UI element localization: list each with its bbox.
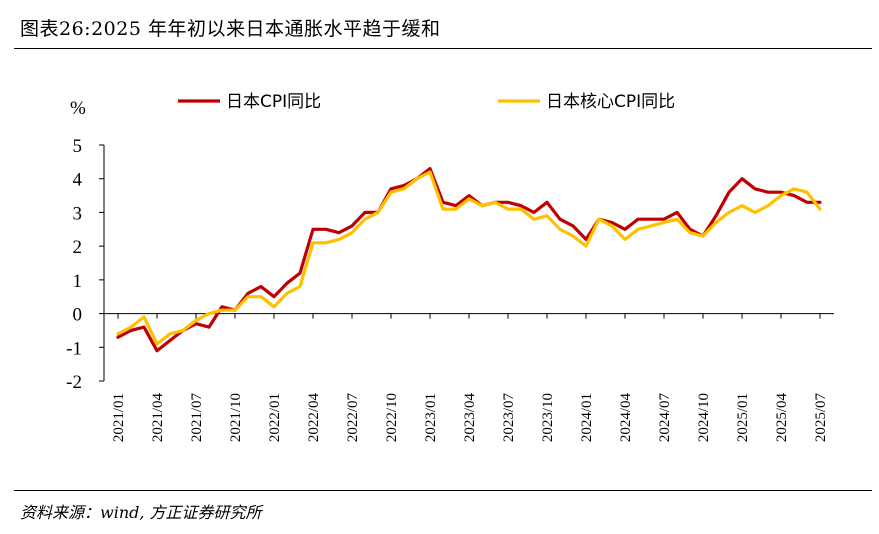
x-tick-label: 2023/04 — [462, 393, 478, 443]
chart-legend: 日本CPI同比 日本核心CPI同比 — [178, 92, 675, 112]
source-note: 资料来源：wind, 方正证券研究所 — [20, 503, 262, 522]
x-tick-label: 2021/10 — [228, 393, 244, 442]
figure-title: 图表26:2025 年年初以来日本通胀水平趋于缓和 — [20, 18, 441, 40]
x-tick-label: 2025/01 — [735, 393, 751, 442]
x-tick-label: 2025/07 — [813, 393, 829, 443]
x-tick-label: 2025/04 — [774, 393, 790, 443]
y-tick-label: -2 — [66, 372, 82, 393]
y-tick-label: 5 — [73, 136, 83, 157]
x-tick-label: 2023/01 — [423, 393, 439, 442]
y-tick-label: -1 — [66, 338, 82, 359]
x-tick-label: 2023/07 — [501, 393, 517, 443]
y-tick-label: 0 — [73, 305, 83, 326]
legend-label-1: 日本CPI同比 — [226, 92, 321, 112]
legend-label-2: 日本核心CPI同比 — [546, 92, 675, 112]
y-tick-label: 4 — [73, 170, 83, 191]
x-tick-label: 2022/04 — [306, 393, 322, 443]
y-tick-label: 2 — [73, 237, 83, 258]
x-axis: 2021/01 2021/04 2021/07 2021/10 2022/01 2022/… — [104, 313, 834, 443]
y-axis-unit-label: % — [70, 98, 86, 119]
x-tick-label: 2024/10 — [696, 393, 712, 442]
x-tick-label: 2024/04 — [618, 393, 634, 443]
source-rule — [14, 490, 872, 491]
series-line-1 — [116, 167, 822, 353]
title-rule — [14, 48, 872, 49]
x-tick-label: 2022/10 — [384, 393, 400, 442]
x-tick-label: 2021/07 — [189, 393, 205, 443]
x-tick-label: 2021/04 — [150, 393, 166, 443]
x-tick-label: 2024/07 — [657, 393, 673, 443]
x-tick-label: 2022/01 — [267, 393, 283, 442]
x-tick-label: 2023/10 — [540, 393, 556, 442]
y-axis: 5 4 3 2 1 0 -1 -2 — [66, 136, 105, 393]
x-tick-label: 2021/01 — [111, 393, 127, 442]
x-tick-label: 2022/07 — [345, 393, 361, 443]
series-line-2 — [116, 170, 822, 346]
y-tick-label: 3 — [73, 203, 83, 224]
y-tick-label: 1 — [73, 271, 83, 292]
x-tick-label: 2024/01 — [579, 393, 595, 442]
plot-area — [116, 167, 822, 353]
